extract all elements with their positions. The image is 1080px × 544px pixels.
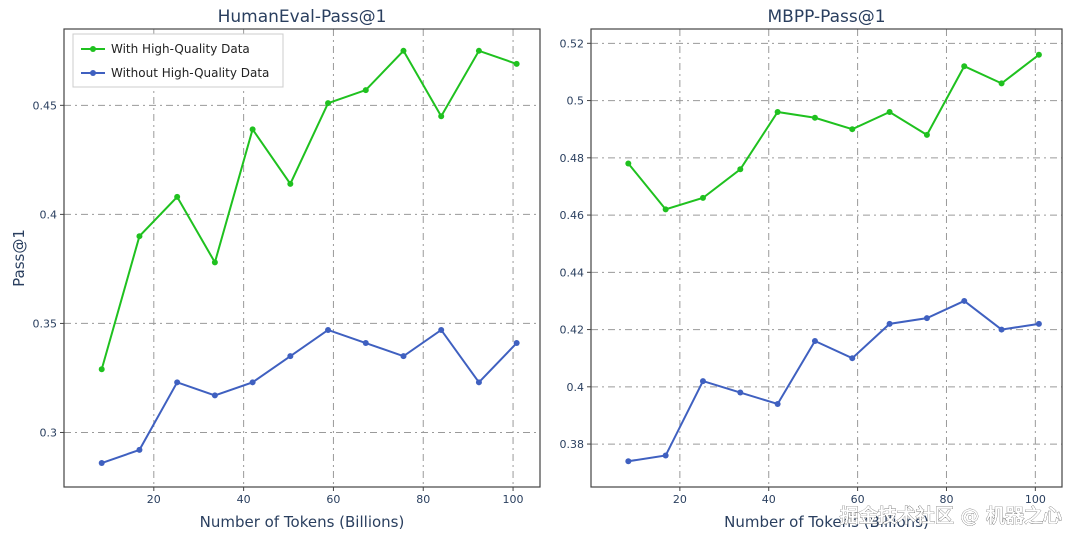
series-line <box>101 328 518 464</box>
data-point <box>1035 51 1042 58</box>
y-tick-label: 0.48 <box>560 152 585 165</box>
y-tick-label: 0.5 <box>567 95 585 108</box>
legend-entry: With High-Quality Data <box>111 42 250 56</box>
data-point <box>211 392 218 399</box>
data-point <box>325 326 332 333</box>
data-point <box>362 87 369 94</box>
data-point <box>136 233 143 240</box>
data-point <box>699 194 706 201</box>
y-tick-label: 0.3 <box>40 426 58 439</box>
chart-title: HumanEval-Pass@1 <box>218 7 387 27</box>
data-point <box>98 460 105 467</box>
data-point <box>625 458 632 465</box>
x-axis-label: Number of Tokens (Billions) <box>200 513 405 531</box>
x-tick-label: 60 <box>851 493 865 506</box>
legend-box <box>72 33 284 88</box>
watermark-text: 掘金技术社区 @ 机器之心 <box>840 504 1062 527</box>
data-point <box>998 326 1005 333</box>
data-point <box>849 126 856 133</box>
data-point <box>737 166 744 173</box>
data-point <box>98 366 105 373</box>
data-point <box>811 114 818 121</box>
chart-panel-2: 20 40 60 80 100 0.38 0.4 0.42 0.44 0.46 0.48 0.5 0.5… <box>560 7 1063 531</box>
data-point <box>174 379 181 386</box>
data-point <box>325 100 332 107</box>
data-point <box>961 63 968 70</box>
data-point <box>849 355 856 362</box>
data-point <box>174 193 181 200</box>
data-point <box>886 320 893 327</box>
data-point <box>362 340 369 347</box>
data-point <box>513 340 520 347</box>
x-tick-label: 40 <box>237 493 251 506</box>
data-point <box>662 452 669 459</box>
legend-swatch-marker <box>90 70 96 76</box>
x-tick-label: 60 <box>326 493 340 506</box>
series-without-high-quality-data <box>98 326 520 467</box>
data-point <box>475 47 482 54</box>
data-point <box>400 47 407 54</box>
y-tick-label: 0.4 <box>40 208 58 221</box>
y-tick-label: 0.44 <box>560 266 585 279</box>
data-point <box>249 379 256 386</box>
data-point <box>774 109 781 116</box>
data-point <box>438 113 445 120</box>
data-point <box>438 326 445 333</box>
data-point <box>136 446 143 453</box>
legend-entry: Without High-Quality Data <box>111 66 269 80</box>
x-tick-label: 100 <box>503 493 524 506</box>
legend: With High-Quality Data Without High-Quali… <box>72 33 284 88</box>
x-tick-label: 80 <box>939 493 953 506</box>
data-point <box>249 126 256 133</box>
data-point <box>961 297 968 304</box>
x-tick-label: 100 <box>1025 493 1046 506</box>
data-point <box>662 206 669 213</box>
data-point <box>513 60 520 67</box>
data-point <box>211 259 218 266</box>
x-tick-label: 40 <box>762 493 776 506</box>
y-tick-label: 0.52 <box>560 37 585 50</box>
data-point <box>287 180 294 187</box>
plot-frame <box>590 28 1063 488</box>
data-point <box>998 80 1005 87</box>
x-tick-label: 20 <box>147 493 161 506</box>
y-tick-label: 0.42 <box>560 324 585 337</box>
y-axis-label: Pass@1 <box>10 229 28 287</box>
y-tick-label: 0.46 <box>560 209 585 222</box>
y-tick-label: 0.45 <box>33 99 58 112</box>
data-point <box>400 353 407 360</box>
data-point <box>475 379 482 386</box>
data-point <box>699 378 706 385</box>
series-with-high-quality-data <box>98 47 520 373</box>
series-line <box>100 49 517 370</box>
chart-title: MBPP-Pass@1 <box>767 7 885 27</box>
data-point <box>625 160 632 167</box>
y-tick-label: 0.38 <box>560 438 585 451</box>
x-axis-label: Number of Tokens (Billions) <box>724 513 929 531</box>
data-point <box>811 338 818 345</box>
data-point <box>774 400 781 407</box>
data-point <box>923 315 930 322</box>
y-tick-label: 0.4 <box>567 381 585 394</box>
data-point <box>1035 320 1042 327</box>
data-point <box>923 131 930 138</box>
x-tick-label: 20 <box>673 493 687 506</box>
x-tick-label: 80 <box>416 493 430 506</box>
legend-swatch-marker <box>90 46 96 52</box>
series-without-high-quality-data <box>625 297 1042 465</box>
series-line <box>628 299 1040 463</box>
y-tick-label: 0.35 <box>33 317 58 330</box>
data-point <box>886 109 893 116</box>
series-line <box>627 53 1040 211</box>
data-point <box>737 389 744 396</box>
data-point <box>287 353 294 360</box>
series-with-high-quality-data <box>625 51 1042 213</box>
chart-panel-1: 20 40 60 80 100 0.3 0.35 0.4 0.45 HumanEval-Pass@… <box>10 7 541 531</box>
plot-frame <box>63 28 541 488</box>
